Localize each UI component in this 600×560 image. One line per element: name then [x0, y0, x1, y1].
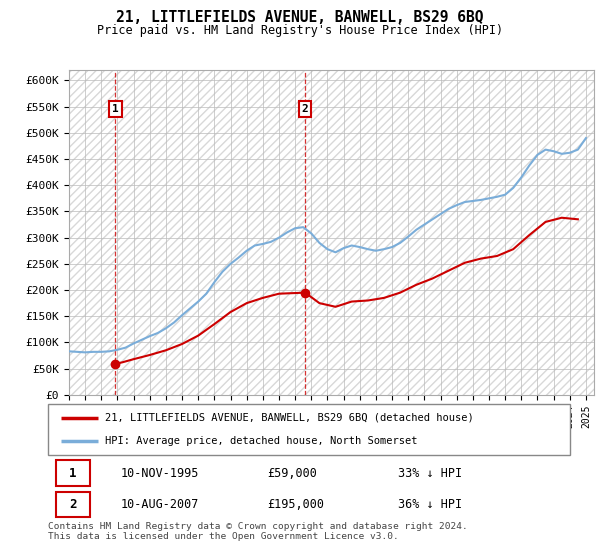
Text: 10-NOV-1995: 10-NOV-1995 — [121, 466, 199, 479]
Text: 21, LITTLEFIELDS AVENUE, BANWELL, BS29 6BQ (detached house): 21, LITTLEFIELDS AVENUE, BANWELL, BS29 6… — [106, 413, 474, 423]
Text: 33% ↓ HPI: 33% ↓ HPI — [398, 466, 462, 479]
Text: Price paid vs. HM Land Registry's House Price Index (HPI): Price paid vs. HM Land Registry's House … — [97, 24, 503, 37]
Text: 1: 1 — [112, 104, 119, 114]
FancyBboxPatch shape — [48, 404, 570, 455]
Text: 1: 1 — [69, 466, 77, 479]
FancyBboxPatch shape — [56, 460, 90, 486]
Text: £59,000: £59,000 — [267, 466, 317, 479]
Text: 10-AUG-2007: 10-AUG-2007 — [121, 498, 199, 511]
Text: 36% ↓ HPI: 36% ↓ HPI — [398, 498, 462, 511]
Text: 2: 2 — [69, 498, 77, 511]
FancyBboxPatch shape — [56, 492, 90, 517]
Text: Contains HM Land Registry data © Crown copyright and database right 2024.
This d: Contains HM Land Registry data © Crown c… — [48, 522, 468, 542]
Text: 2: 2 — [302, 104, 308, 114]
Text: 21, LITTLEFIELDS AVENUE, BANWELL, BS29 6BQ: 21, LITTLEFIELDS AVENUE, BANWELL, BS29 6… — [116, 10, 484, 25]
Text: £195,000: £195,000 — [267, 498, 324, 511]
Text: HPI: Average price, detached house, North Somerset: HPI: Average price, detached house, Nort… — [106, 436, 418, 446]
